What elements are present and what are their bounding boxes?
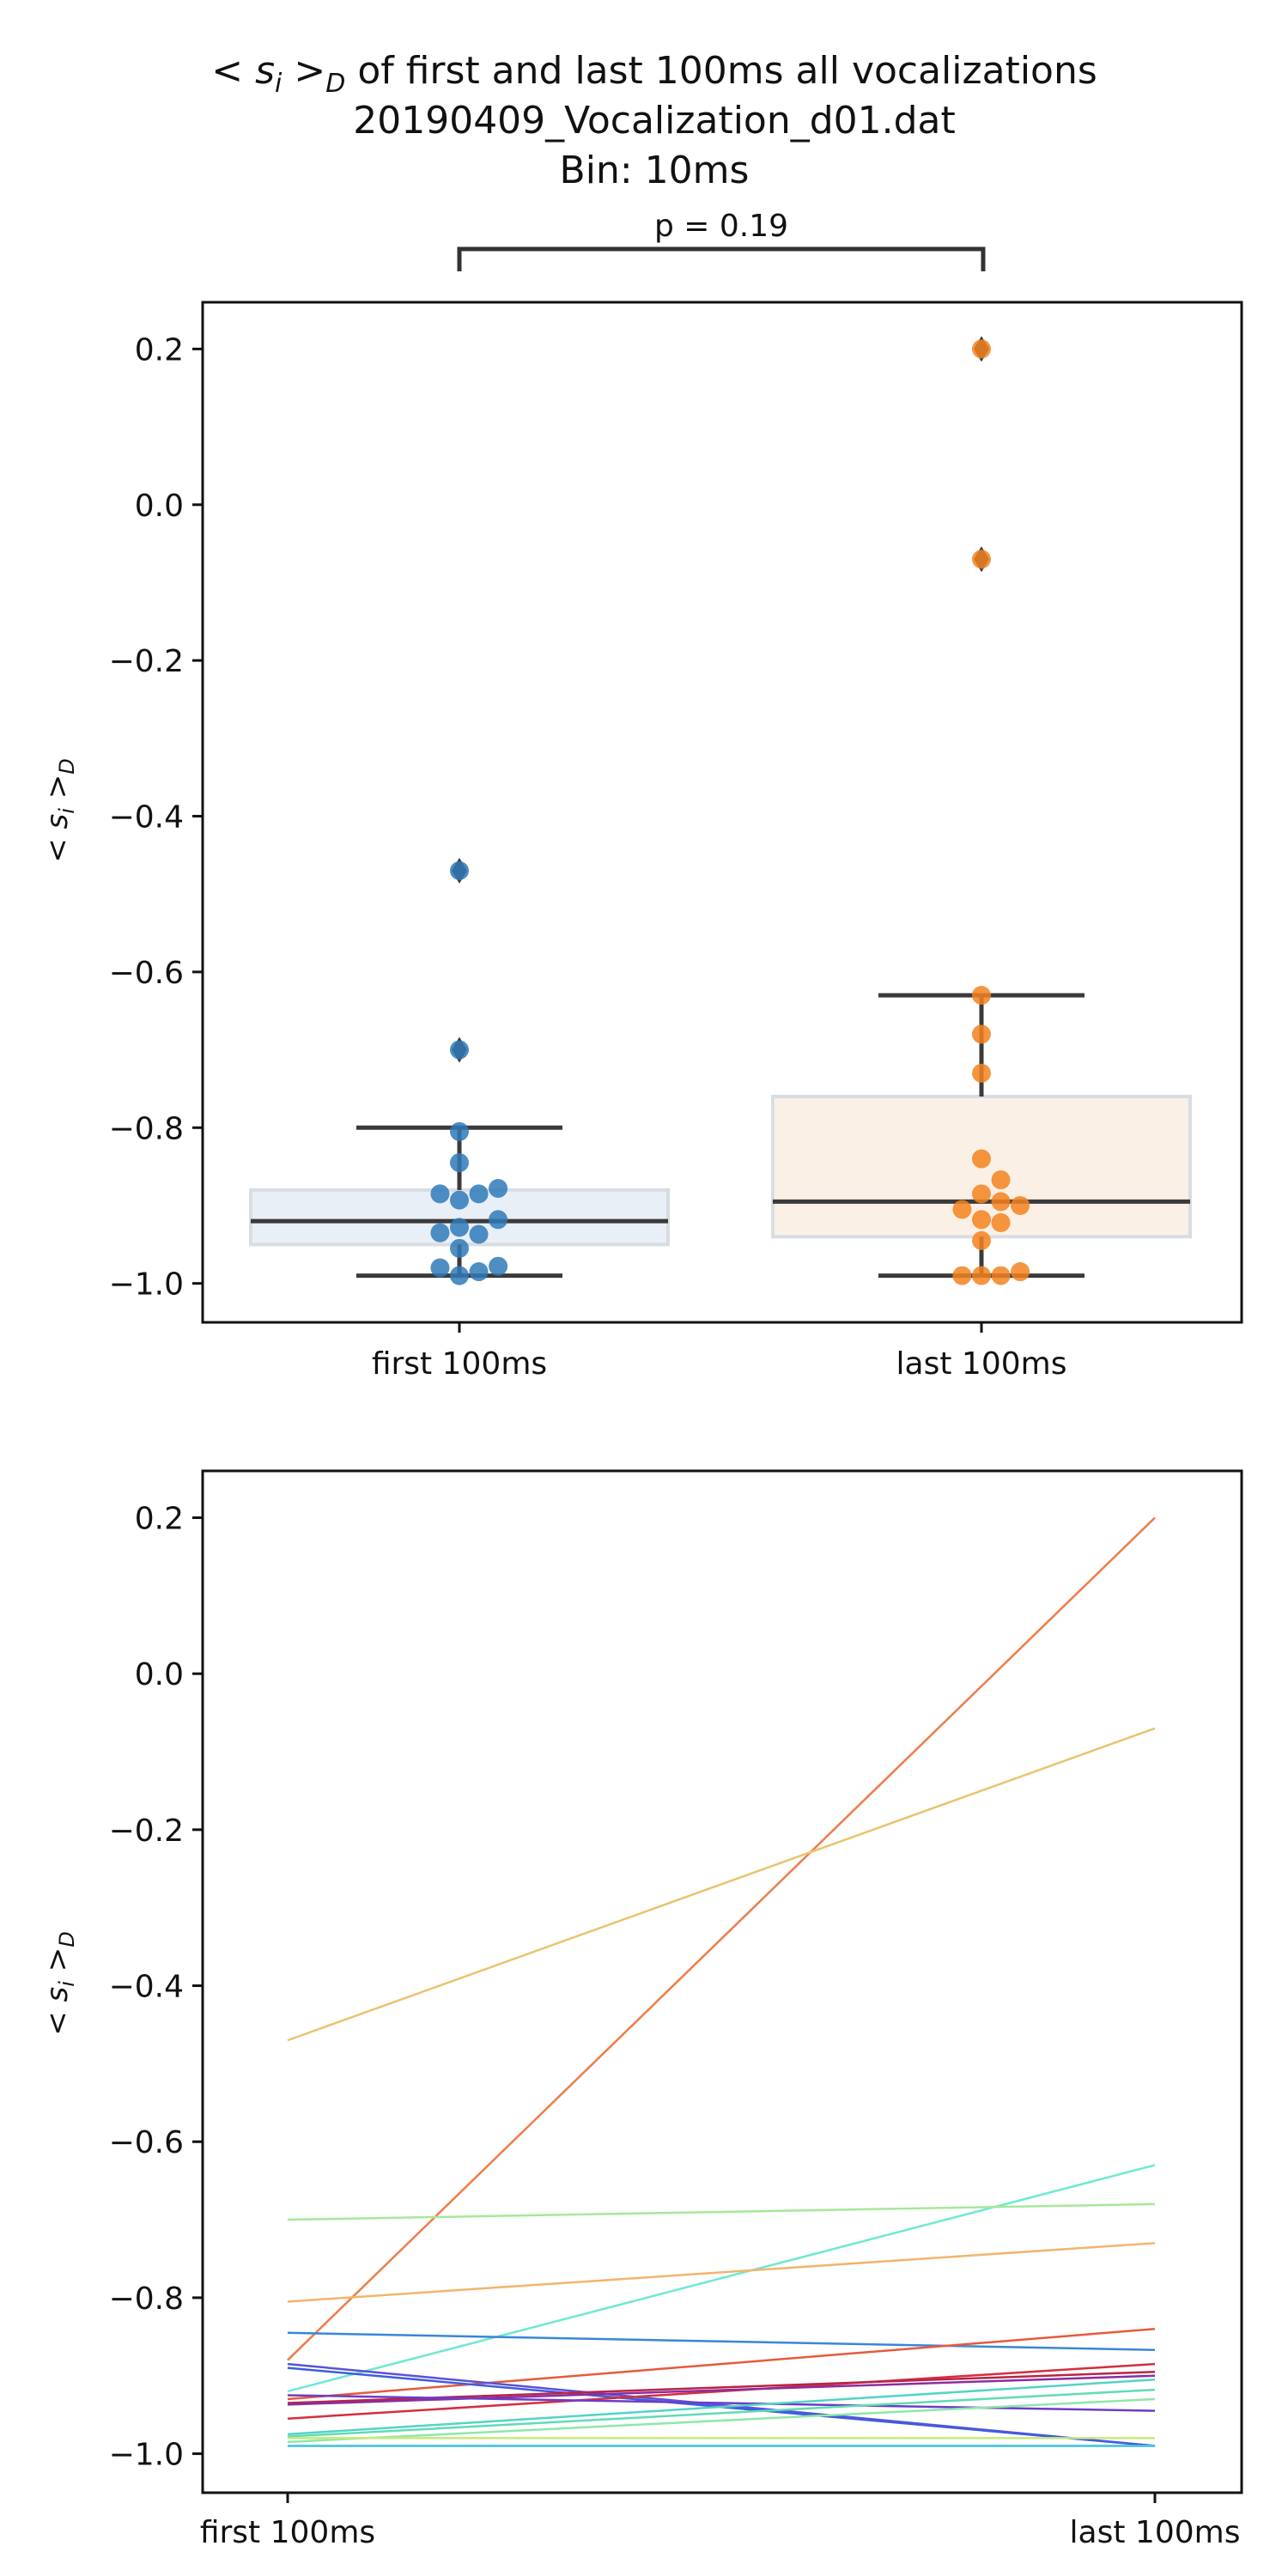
y-axis-label-part: s — [40, 814, 75, 829]
data-point — [1011, 1195, 1030, 1215]
y-axis-label-part: i — [55, 1981, 79, 1987]
data-point — [972, 550, 991, 569]
y-axis-label-part: s — [40, 1987, 75, 2002]
y-tick-label: −0.6 — [109, 956, 184, 991]
data-point — [469, 1184, 489, 1204]
data-point — [972, 1184, 991, 1204]
y-axis-label-part: i — [55, 808, 79, 814]
plot-frame — [201, 1469, 1243, 2494]
y-axis-label-part: < — [40, 829, 75, 862]
p-value-label: p = 0.19 — [654, 209, 788, 244]
data-point — [972, 986, 991, 1005]
data-point — [991, 1192, 1011, 1212]
series-line — [287, 2374, 1156, 2406]
data-point — [450, 1040, 469, 1060]
series-line — [287, 2164, 1156, 2393]
data-point — [991, 1170, 1011, 1190]
paired-line-chart: 0.2 0.0 −0.2 −0.4 −0.6 −0.8 −1.0 first 100ms las… — [40, 1469, 1243, 2550]
data-point — [972, 1230, 991, 1250]
data-point — [469, 1224, 489, 1244]
data-point — [450, 1238, 469, 1258]
y-tick-label: −0.2 — [109, 1814, 184, 1849]
series-line — [287, 2327, 1156, 2401]
data-point — [991, 1212, 1011, 1232]
data-point — [450, 1266, 469, 1285]
data-point — [489, 1210, 508, 1230]
y-axis-label-part: < — [40, 2002, 75, 2035]
y-tick-label: 0.2 — [135, 332, 184, 368]
series-line — [287, 2362, 1156, 2420]
data-point — [972, 1210, 991, 1230]
y-axis-label-part: > — [40, 1947, 75, 1981]
data-point — [991, 1266, 1011, 1285]
series-line — [287, 2388, 1156, 2438]
significance-bracket — [457, 246, 986, 271]
data-point — [450, 1121, 469, 1141]
x-tick-label: last 100ms — [896, 1346, 1067, 1382]
y-tick-label: −0.6 — [109, 2125, 184, 2160]
y-axis-label: < si >D — [40, 758, 79, 862]
title-line-3: Bin: 10ms — [560, 149, 750, 192]
data-point — [430, 1223, 450, 1242]
data-point — [430, 1184, 450, 1204]
plot-frame — [201, 301, 1243, 1324]
data-point — [972, 1024, 991, 1044]
y-tick-label: −1.0 — [109, 1267, 184, 1303]
significance-annotation: p = 0.19 — [457, 209, 986, 271]
series-line — [287, 2379, 1156, 2436]
y-tick-label: −0.2 — [109, 644, 184, 679]
y-tick-label: −0.8 — [109, 1111, 184, 1146]
data-point — [489, 1179, 508, 1199]
y-axis-label: < si >D — [40, 1931, 79, 2035]
y-tick-label: 0.2 — [135, 1502, 184, 1537]
data-point — [952, 1266, 972, 1285]
data-point — [469, 1262, 489, 1282]
data-point — [450, 1218, 469, 1237]
title-line-1: < si >D of first and last 100ms all voca… — [211, 49, 1097, 99]
series-line — [287, 2242, 1156, 2303]
data-point — [972, 1063, 991, 1083]
series-line — [287, 2397, 1156, 2444]
y-axis-label-part: D — [55, 1931, 79, 1947]
data-point — [450, 861, 469, 881]
series-line — [287, 1516, 1156, 2361]
data-point — [972, 339, 991, 359]
data-point — [972, 1266, 991, 1285]
y-axis-label-part: > — [40, 775, 75, 808]
y-tick-label: −0.8 — [109, 2281, 184, 2317]
data-point — [450, 1190, 469, 1210]
series-line — [287, 2202, 1156, 2221]
y-tick-label: 0.0 — [135, 489, 184, 524]
data-point — [489, 1256, 508, 1276]
y-tick-label: 0.0 — [135, 1657, 184, 1692]
y-tick-label: −1.0 — [109, 2438, 184, 2473]
data-point — [450, 1153, 469, 1173]
x-tick-label: first 100ms — [372, 1346, 547, 1382]
title-line-2: 20190409_Vocalization_d01.dat — [353, 99, 956, 143]
series-line — [287, 2331, 1156, 2352]
x-tick-label: last 100ms — [1070, 2515, 1241, 2550]
y-tick-label: −0.4 — [109, 800, 184, 835]
y-tick-label: −0.4 — [109, 1970, 184, 2005]
series-line — [287, 1727, 1156, 2042]
data-point — [1011, 1262, 1030, 1282]
series-line — [287, 2394, 1156, 2412]
data-point — [430, 1258, 450, 1278]
x-tick-label: first 100ms — [200, 2515, 375, 2550]
box-plot-chart: 0.2 0.0 −0.2 −0.4 −0.6 −0.8 −1.0 first 100ms las… — [40, 301, 1243, 1382]
data-point — [972, 1149, 991, 1169]
data-point — [952, 1200, 972, 1219]
y-axis-label-part: D — [55, 758, 79, 774]
